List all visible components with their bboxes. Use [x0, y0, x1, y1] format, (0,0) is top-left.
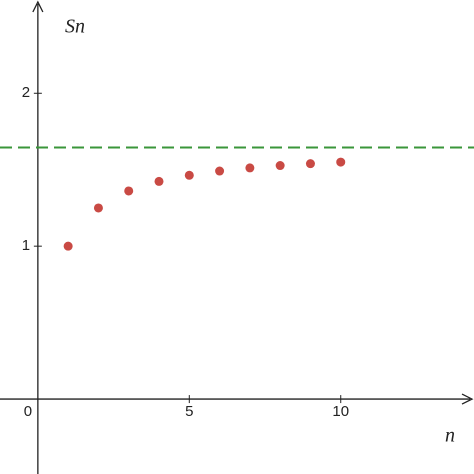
x-axis-title: n — [445, 425, 455, 447]
point — [93, 203, 103, 213]
point — [336, 157, 346, 167]
point — [245, 163, 255, 173]
y-axis-arrow — [32, 0, 44, 13]
y-tick-label: 2 — [22, 84, 30, 101]
point — [215, 166, 225, 176]
point — [124, 186, 134, 196]
x-axis-arrow — [461, 393, 474, 405]
x-tick-label: 0 — [24, 403, 32, 420]
y-axis-title: Sn — [65, 16, 85, 38]
point — [154, 176, 164, 186]
point — [275, 161, 285, 171]
y-tick-label: 1 — [22, 237, 30, 254]
point — [305, 159, 315, 169]
x-tick-label: 10 — [332, 403, 349, 420]
point — [184, 170, 194, 180]
point — [63, 241, 73, 251]
x-tick-label: 5 — [185, 403, 193, 420]
